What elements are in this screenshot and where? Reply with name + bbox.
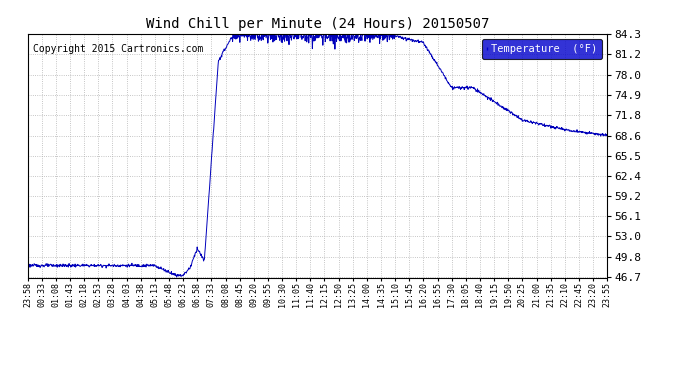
Text: Copyright 2015 Cartronics.com: Copyright 2015 Cartronics.com: [33, 44, 204, 54]
Legend: Temperature  (°F): Temperature (°F): [482, 39, 602, 59]
Title: Wind Chill per Minute (24 Hours) 20150507: Wind Chill per Minute (24 Hours) 2015050…: [146, 17, 489, 31]
